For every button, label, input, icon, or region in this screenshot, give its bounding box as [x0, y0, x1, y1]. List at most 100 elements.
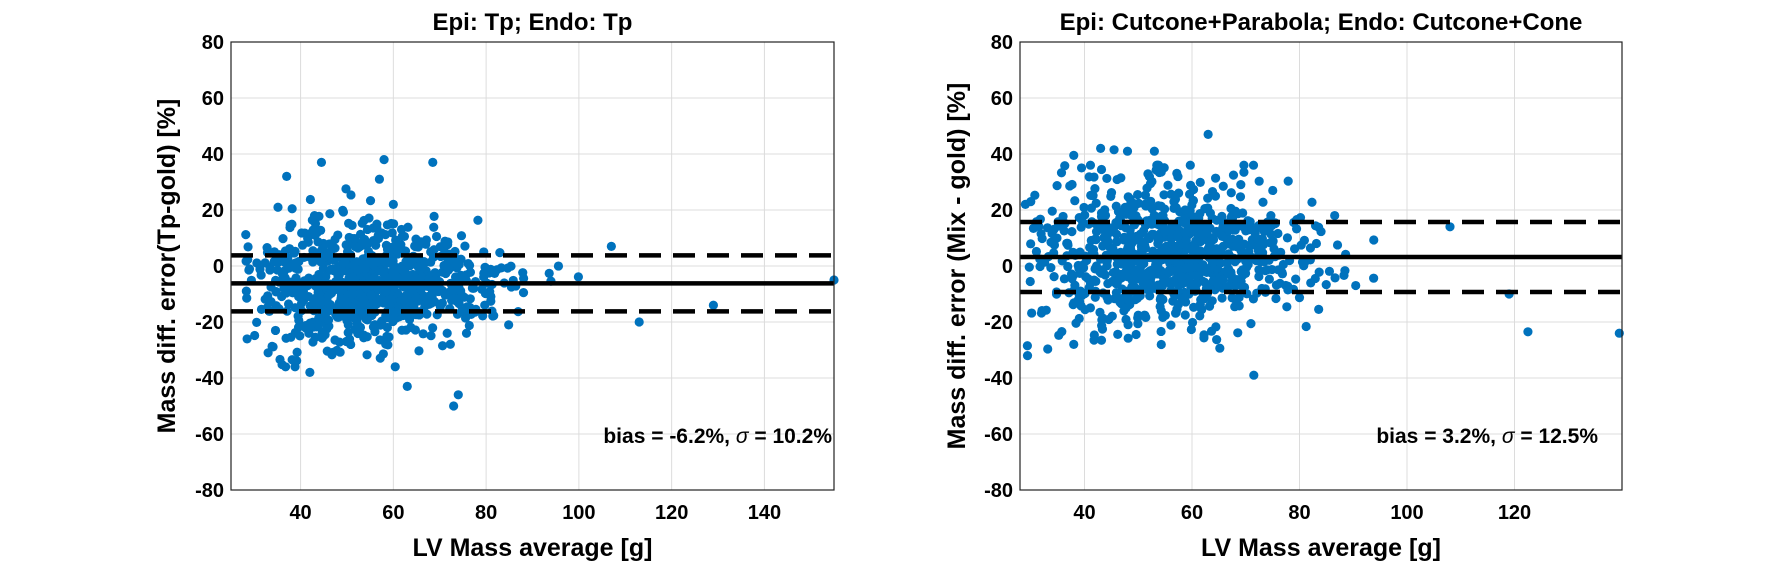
- data-point: [347, 220, 357, 230]
- data-point: [1218, 241, 1228, 251]
- data-point: [359, 294, 369, 304]
- data-point: [1139, 237, 1149, 247]
- x-tick-label: 100: [1390, 502, 1423, 524]
- data-point: [1186, 180, 1196, 190]
- data-point: [1123, 242, 1133, 252]
- data-point: [1074, 291, 1084, 301]
- data-point: [298, 287, 308, 297]
- y-tick-label: 20: [202, 200, 224, 222]
- data-point: [1237, 281, 1247, 291]
- data-point: [1052, 233, 1062, 243]
- data-point: [1166, 189, 1176, 199]
- data-point: [1207, 257, 1217, 267]
- data-point: [421, 235, 431, 245]
- annotation-prefix: bias = -6.2%,: [603, 425, 735, 448]
- data-point: [1108, 268, 1119, 278]
- data-point: [1271, 293, 1281, 304]
- data-point: [461, 328, 472, 338]
- data-point: [285, 220, 295, 230]
- data-point: [1267, 264, 1277, 275]
- data-point: [473, 215, 483, 225]
- data-point: [401, 269, 411, 279]
- data-point: [1089, 335, 1099, 345]
- x-tick-label: 100: [562, 502, 595, 524]
- chart-title: Epi: Tp; Endo: Tp: [433, 9, 633, 36]
- data-point: [484, 268, 494, 278]
- data-point: [429, 222, 439, 232]
- data-point: [292, 347, 302, 357]
- data-point: [384, 332, 394, 342]
- data-point: [1189, 302, 1199, 312]
- data-point: [1036, 229, 1046, 239]
- data-point: [416, 263, 426, 273]
- data-point: [1063, 261, 1073, 272]
- data-point: [1161, 246, 1171, 256]
- data-point: [1244, 247, 1254, 257]
- data-point: [573, 272, 583, 282]
- data-point: [360, 264, 370, 274]
- plot-frame: [1019, 41, 1623, 491]
- data-point: [314, 269, 324, 280]
- data-point: [1160, 226, 1170, 236]
- data-point: [1137, 246, 1147, 257]
- data-point: [1096, 164, 1107, 175]
- data-point: [244, 265, 254, 275]
- data-point: [1300, 257, 1310, 267]
- data-point: [366, 290, 376, 301]
- data-point: [1239, 160, 1249, 170]
- data-point: [1153, 263, 1163, 273]
- data-point: [518, 288, 529, 298]
- data-point: [1330, 273, 1340, 283]
- y-axis-label: Mass diff. error (Mix - gold) [%]: [943, 83, 971, 450]
- data-point: [1248, 160, 1259, 170]
- data-point: [1249, 370, 1259, 380]
- data-point: [1149, 146, 1159, 156]
- data-point: [1106, 191, 1116, 202]
- data-point: [309, 296, 319, 306]
- data-point: [1163, 180, 1173, 190]
- data-point: [378, 349, 388, 359]
- data-point: [1185, 263, 1195, 273]
- data-point: [317, 296, 328, 306]
- data-point: [1445, 222, 1455, 232]
- data-point: [402, 381, 412, 391]
- data-point: [1043, 344, 1053, 354]
- y-tick-label: 60: [991, 88, 1013, 110]
- data-point: [1138, 226, 1149, 236]
- data-point: [1062, 238, 1072, 249]
- data-point: [365, 196, 376, 206]
- data-point: [1230, 206, 1241, 216]
- data-point: [362, 350, 372, 360]
- data-point: [1369, 235, 1379, 245]
- data-point: [1136, 274, 1146, 284]
- data-point: [1121, 223, 1131, 233]
- data-point: [378, 298, 389, 308]
- data-point: [1095, 307, 1105, 317]
- data-point: [1097, 324, 1108, 334]
- data-point: [1159, 190, 1169, 200]
- data-point: [1091, 276, 1101, 286]
- data-point: [1155, 294, 1165, 305]
- data-point: [328, 347, 338, 357]
- data-point: [1187, 317, 1198, 328]
- data-point: [1147, 176, 1157, 187]
- data-point: [1181, 235, 1191, 245]
- data-point: [336, 293, 346, 304]
- data-point: [1085, 160, 1096, 170]
- data-point: [1195, 177, 1205, 187]
- data-point: [1180, 310, 1190, 320]
- x-tick-label: 40: [289, 502, 311, 524]
- data-point: [405, 286, 415, 296]
- data-point: [1268, 185, 1278, 196]
- data-point: [426, 331, 436, 341]
- data-point: [1184, 274, 1194, 284]
- data-point: [1228, 170, 1239, 180]
- data-point: [1022, 341, 1032, 351]
- y-tick-label: -20: [984, 312, 1013, 334]
- data-point: [518, 268, 528, 278]
- data-point: [405, 261, 415, 271]
- data-point: [1339, 270, 1349, 281]
- data-point: [344, 273, 354, 283]
- data-point: [1196, 236, 1206, 247]
- x-axis-label: LV Mass average [g]: [1201, 534, 1441, 562]
